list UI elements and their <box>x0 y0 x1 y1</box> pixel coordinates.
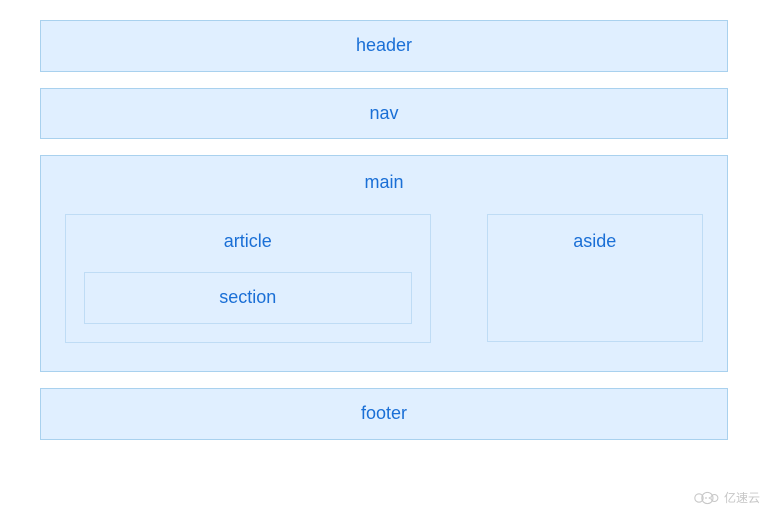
main-inner: article section aside <box>65 214 703 343</box>
article-block: article section <box>65 214 431 343</box>
article-label: article <box>84 231 412 253</box>
aside-block: aside <box>487 214 703 342</box>
main-block: main article section aside <box>40 155 728 372</box>
footer-block: footer <box>40 388 728 440</box>
watermark-icon <box>692 490 720 506</box>
header-block: header <box>40 20 728 72</box>
watermark: 亿速云 <box>692 489 760 506</box>
section-block: section <box>84 272 412 324</box>
nav-block: nav <box>40 88 728 140</box>
watermark-text: 亿速云 <box>724 489 760 506</box>
main-label: main <box>65 172 703 194</box>
